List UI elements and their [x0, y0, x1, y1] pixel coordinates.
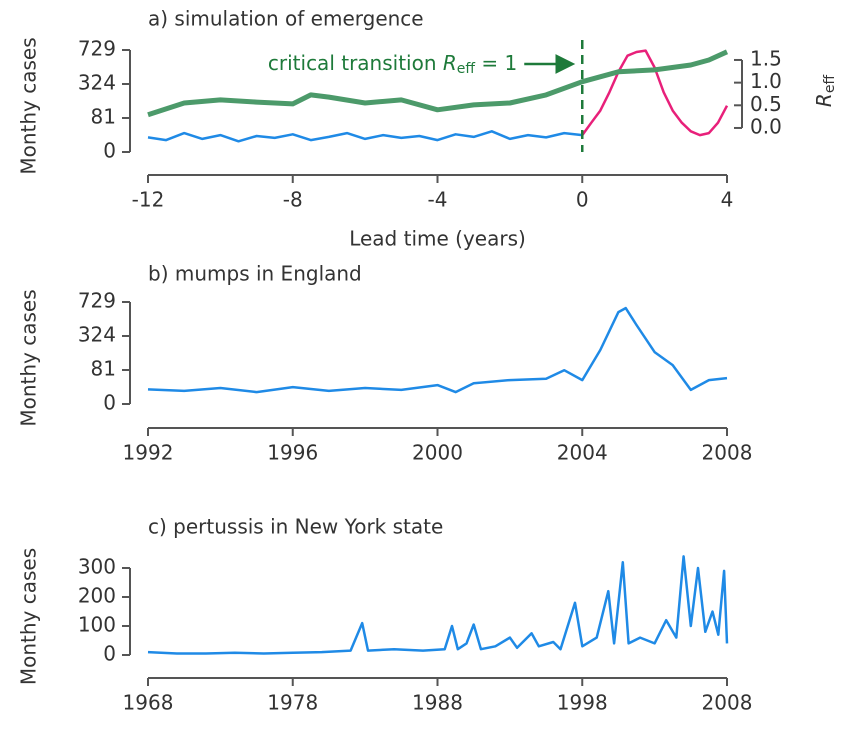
x-tick-label: 1992 [123, 441, 174, 465]
series-line [147, 306, 728, 394]
y-tick-label: 324 [78, 323, 116, 347]
annotation-symbol: R [443, 51, 457, 75]
y2-tick-label: 0.5 [750, 92, 782, 116]
y2-tick-label: 0.0 [750, 114, 782, 138]
x-tick-label: 2008 [702, 441, 753, 465]
x-tick-label: -4 [428, 188, 448, 212]
annotation: critical transition Reff = 1 [268, 51, 517, 78]
y-tick-label: 200 [78, 584, 116, 608]
annotation-text: critical transition [268, 51, 443, 75]
series-line [147, 130, 583, 143]
series-line [147, 555, 729, 655]
x-tick-label: 1978 [267, 691, 318, 715]
y-axis-label: Monthy cases [17, 548, 41, 685]
panel-title: b) mumps in England [148, 262, 362, 286]
y2-tick-label: 1.5 [750, 46, 782, 70]
x-tick-label: 1968 [123, 691, 174, 715]
x-tick-label: 2004 [557, 441, 608, 465]
subscript: eff [822, 75, 838, 94]
series-line [147, 49, 729, 118]
panel-title: a) simulation of emergence [148, 7, 424, 31]
y-tick-label: 729 [78, 37, 116, 61]
x-tick-label: 2008 [702, 691, 753, 715]
x-tick-label: 1996 [267, 441, 318, 465]
y-tick-label: 81 [91, 357, 116, 381]
x-axis-label: Lead time (years) [349, 227, 526, 251]
x-tick-label: 4 [721, 188, 734, 212]
x-tick-label: 0 [576, 188, 589, 212]
y-tick-label: 81 [91, 105, 116, 129]
annotation-subscript: eff [457, 61, 476, 77]
y-tick-label: 729 [78, 289, 116, 313]
y2-tick-label: 1.0 [750, 69, 782, 93]
x-tick-label: -12 [132, 188, 165, 212]
y2-axis-label: Reff [812, 75, 839, 108]
y-tick-label: 0 [103, 139, 116, 163]
y-tick-label: 300 [78, 555, 116, 579]
x-tick-label: 1998 [557, 691, 608, 715]
x-tick-label: 2000 [412, 441, 463, 465]
y-tick-label: 100 [78, 613, 116, 637]
x-tick-label: 1988 [412, 691, 463, 715]
y-axis-label: Monthy cases [17, 289, 41, 426]
symbol: R [812, 93, 836, 107]
y-tick-label: 0 [103, 642, 116, 666]
annotation-suffix: = 1 [475, 51, 517, 75]
y-axis-label: Monthy cases [17, 37, 41, 174]
y-tick-label: 0 [103, 391, 116, 415]
x-tick-label: -8 [283, 188, 303, 212]
panel-title: c) pertussis in New York state [148, 515, 443, 539]
y-tick-label: 324 [78, 71, 116, 95]
